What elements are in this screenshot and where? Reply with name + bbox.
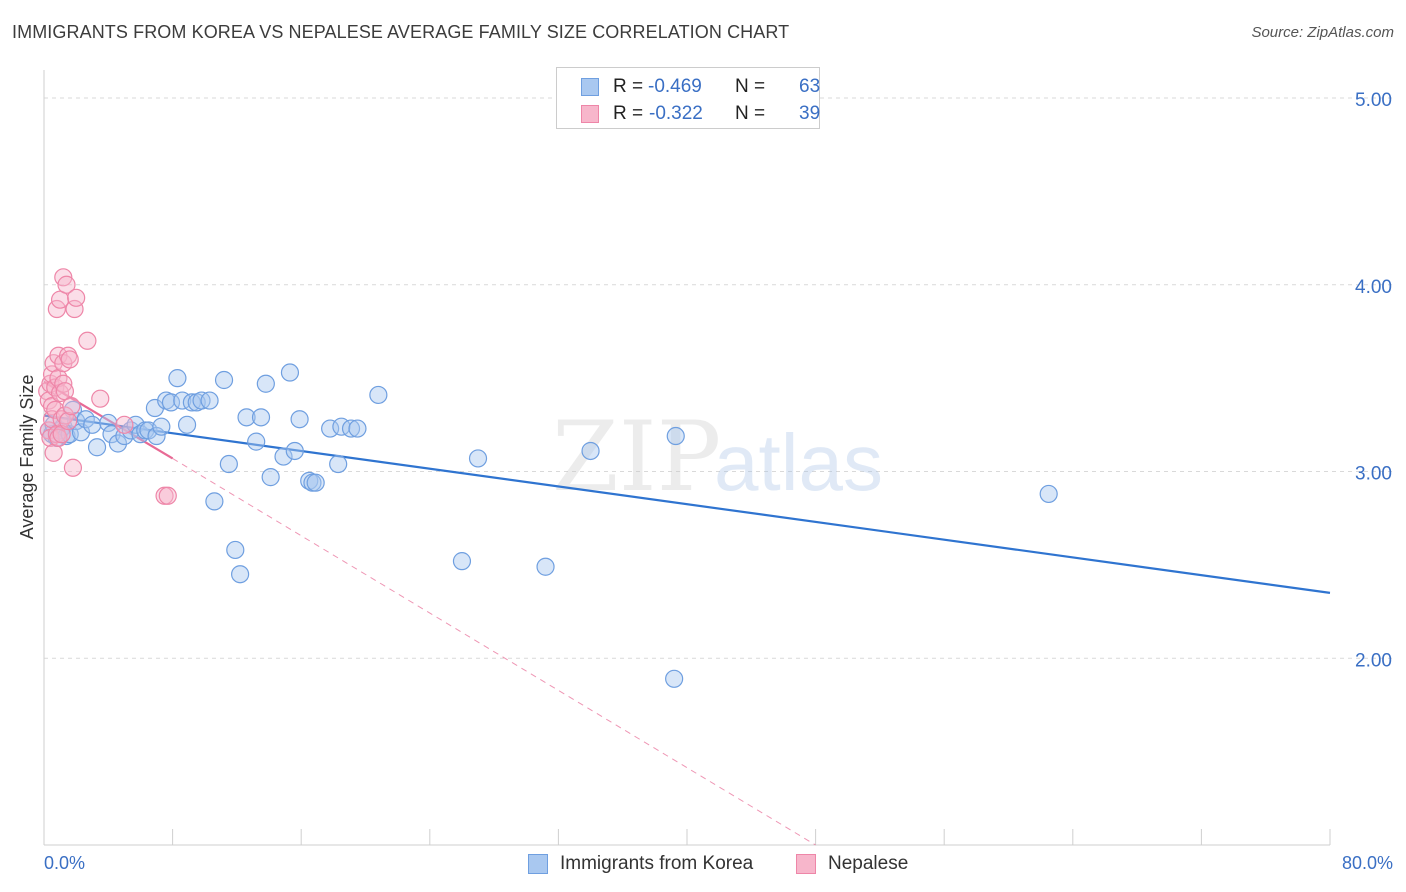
trend-lines <box>43 380 1331 846</box>
n-label: N = <box>735 76 766 97</box>
stats-legend: R = -0.469 N = 63 R = -0.322 N = 39 <box>556 67 820 129</box>
nepalese-point <box>55 382 74 401</box>
korea-point <box>452 552 472 571</box>
axes <box>43 70 1331 846</box>
korea-point <box>99 413 118 433</box>
korea-point <box>341 419 361 438</box>
r-value: -0.469 <box>648 76 702 97</box>
korea-point <box>468 449 488 468</box>
n-value: 63 <box>799 76 821 97</box>
korea-trend-line <box>43 414 1331 594</box>
nepalese-point <box>57 275 76 294</box>
korea-point <box>83 415 102 434</box>
korea-point <box>369 385 388 405</box>
nepalese-point <box>50 290 70 309</box>
y-tick-label: 2.00 <box>1355 650 1392 671</box>
korea-swatch <box>581 78 599 96</box>
y-axis-label: Average Family Size <box>17 375 37 540</box>
korea-point <box>581 441 600 461</box>
korea-point <box>665 669 684 688</box>
korea-point <box>161 393 181 412</box>
chart-title: IMMIGRANTS FROM KOREA VS NEPALESE AVERAG… <box>12 22 790 42</box>
watermark-zip: ZIP <box>552 401 721 513</box>
korea-point <box>168 369 187 388</box>
nepalese-point <box>60 350 79 369</box>
korea-point <box>306 473 325 492</box>
korea-point <box>280 363 300 382</box>
korea-point <box>108 434 128 453</box>
korea-point <box>251 408 271 427</box>
korea-point <box>177 415 197 434</box>
korea-point <box>536 557 555 576</box>
korea-point <box>226 540 245 560</box>
nepalese-point <box>54 374 73 393</box>
korea-point <box>261 468 280 487</box>
nepalese-swatch <box>581 105 599 123</box>
nepalese-point <box>63 458 83 477</box>
korea-point <box>231 565 250 584</box>
tick-labels: 2.00 3.00 4.00 5.00 0.0% 80.0% <box>44 90 1393 873</box>
legend-label: Immigrants from Korea <box>560 853 754 874</box>
r-value: -0.322 <box>649 103 703 124</box>
korea-point <box>274 447 293 466</box>
korea-point <box>205 492 224 511</box>
x-tick-label: 0.0% <box>44 853 85 873</box>
nepalese-point <box>91 389 110 408</box>
y-tick-label: 5.00 <box>1355 90 1392 111</box>
nepalese-legend-swatch <box>796 854 816 874</box>
nepalese-point <box>55 406 74 425</box>
nepalese-trend-line <box>43 380 174 460</box>
legend-label: Nepalese <box>828 853 909 874</box>
y-tick-label: 4.00 <box>1355 277 1392 298</box>
korea-point <box>1039 484 1058 504</box>
korea-point <box>300 471 319 490</box>
nepalese-point <box>67 288 86 307</box>
nepalese-point <box>115 415 134 434</box>
data-points <box>38 268 1058 688</box>
korea-point <box>290 410 309 429</box>
korea-point <box>87 438 107 457</box>
nepalese-point <box>78 331 97 350</box>
source-note: Source: ZipAtlas.com <box>1251 24 1394 41</box>
korea-point <box>237 408 256 427</box>
korea-point <box>329 454 348 474</box>
nepalese-point <box>158 486 177 505</box>
korea-point <box>147 426 166 446</box>
y-tick-label: 3.00 <box>1355 464 1392 485</box>
korea-point <box>200 391 219 410</box>
n-label: N = <box>735 103 766 124</box>
korea-point <box>285 441 304 461</box>
korea-point <box>256 374 275 393</box>
korea-point <box>321 419 340 438</box>
nepalese-point <box>59 411 78 431</box>
watermark-atlas: atlas <box>714 418 883 507</box>
korea-legend-swatch <box>528 854 548 874</box>
nepalese-point <box>62 397 81 416</box>
korea-point <box>348 419 367 438</box>
n-value: 39 <box>799 103 821 124</box>
korea-point <box>666 426 685 446</box>
korea-point <box>152 417 171 436</box>
watermark: ZIP atlas <box>552 401 883 513</box>
korea-point <box>219 454 238 474</box>
korea-point <box>214 370 234 390</box>
r-label: R = <box>613 76 644 97</box>
r-label: R = <box>613 103 644 124</box>
x-tick-label: 80.0% <box>1342 853 1393 873</box>
nepalese-trend-extension <box>172 458 816 846</box>
korea-point <box>247 432 266 451</box>
